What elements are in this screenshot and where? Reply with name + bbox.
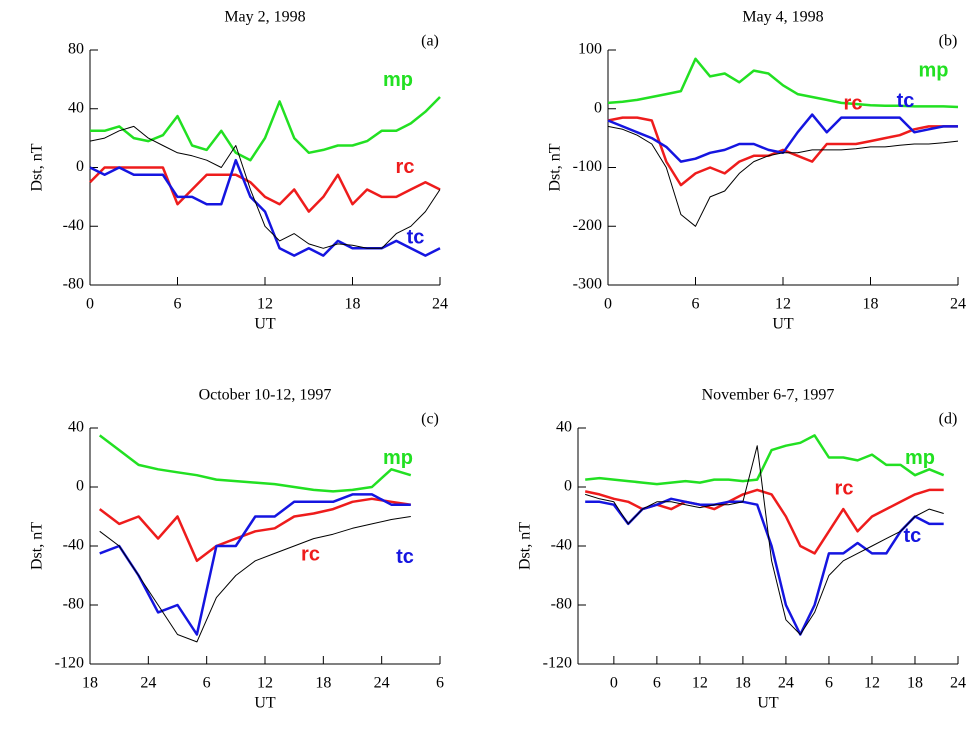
y-tick-label: 80 (68, 41, 84, 58)
x-tick-label: 24 (778, 675, 794, 692)
x-tick-label: 18 (315, 675, 331, 692)
y-tick-label: 40 (68, 419, 84, 436)
x-tick-label: 0 (610, 675, 618, 692)
x-tick-label: 6 (692, 296, 700, 313)
data-line (584, 488, 944, 555)
y-tick-label: -40 (551, 537, 572, 554)
series-name: mp (919, 59, 949, 81)
series-name: tc (904, 525, 922, 547)
y-tick-label: -300 (573, 276, 602, 293)
y-tick-label: -80 (63, 276, 84, 293)
data-line (607, 116, 958, 187)
y-tick-label: 0 (564, 478, 572, 495)
series-name: mp (905, 447, 935, 469)
y-tick-label: -120 (543, 655, 572, 672)
series-name: rc (835, 478, 854, 500)
y-tick-label: -120 (55, 655, 84, 672)
x-axis-label: UT (757, 695, 779, 712)
x-tick-label: 12 (257, 296, 273, 313)
y-tick-label: 0 (594, 99, 602, 116)
data-line (89, 158, 441, 257)
x-tick-label: 0 (86, 296, 94, 313)
x-tick-label: 6 (653, 675, 661, 692)
series-name: mp (383, 69, 413, 91)
y-tick-label: -100 (573, 158, 602, 175)
y-tick-label: 0 (76, 158, 84, 175)
x-tick-label: 18 (907, 675, 923, 692)
series-name: tc (407, 226, 425, 248)
y-tick-label: 40 (556, 419, 572, 436)
x-tick-label: 6 (436, 675, 444, 692)
data-line (585, 497, 944, 636)
series-name: rc (396, 156, 415, 178)
x-tick-label: 6 (174, 296, 182, 313)
data-line (99, 493, 411, 636)
x-tick-label: 24 (140, 675, 156, 692)
panel-label: (a) (421, 33, 439, 50)
y-axis-label: Dst, nT (517, 522, 534, 570)
x-tick-label: 18 (82, 675, 98, 692)
y-tick-label: -80 (63, 596, 84, 613)
panel-title: May 4, 1998 (742, 9, 823, 26)
data-line (585, 434, 945, 486)
y-tick-label: 40 (68, 99, 84, 116)
y-axis-label: Dst, nT (29, 143, 46, 191)
panel-title: November 6-7, 1997 (702, 387, 835, 404)
x-tick-label: 24 (432, 296, 448, 313)
data-line (89, 166, 441, 213)
x-tick-label: 24 (374, 675, 390, 692)
data-line (89, 125, 441, 249)
x-tick-label: 18 (735, 675, 751, 692)
x-tick-label: 12 (257, 675, 273, 692)
y-tick-label: -40 (63, 217, 84, 234)
x-tick-label: 6 (203, 675, 211, 692)
x-tick-label: 12 (775, 296, 791, 313)
x-axis-label: UT (254, 316, 276, 333)
panel-title: May 2, 1998 (224, 9, 305, 26)
x-tick-label: 18 (863, 296, 879, 313)
y-tick-label: -40 (63, 537, 84, 554)
series-name: rc (844, 92, 863, 114)
x-tick-label: 18 (345, 296, 361, 313)
panel-label: (b) (939, 33, 958, 50)
series-name: rc (301, 544, 320, 566)
x-axis-label: UT (772, 316, 794, 333)
data-line (98, 434, 412, 493)
x-tick-label: 24 (950, 675, 966, 692)
x-axis-label: UT (254, 695, 276, 712)
panel-title: October 10-12, 1997 (199, 387, 332, 404)
series-name: mp (383, 447, 413, 469)
y-tick-label: -80 (551, 596, 572, 613)
series-name: tc (396, 546, 414, 568)
data-line (98, 497, 411, 563)
x-tick-label: 24 (950, 296, 966, 313)
data-line (607, 125, 959, 227)
series-name: tc (897, 90, 915, 112)
data-line (90, 96, 441, 162)
x-tick-label: 6 (825, 675, 833, 692)
panel-label: (c) (421, 411, 439, 428)
panel-label: (d) (939, 411, 958, 428)
y-tick-label: 100 (578, 41, 602, 58)
data-line (607, 113, 958, 163)
data-line (585, 445, 944, 635)
y-axis-label: Dst, nT (547, 143, 564, 191)
data-line (99, 516, 411, 643)
x-tick-label: 12 (864, 675, 880, 692)
x-tick-label: 0 (604, 296, 612, 313)
x-tick-label: 12 (692, 675, 708, 692)
y-tick-label: 0 (76, 478, 84, 495)
y-tick-label: -200 (573, 217, 602, 234)
y-axis-label: Dst, nT (29, 522, 46, 570)
data-line (607, 57, 959, 109)
